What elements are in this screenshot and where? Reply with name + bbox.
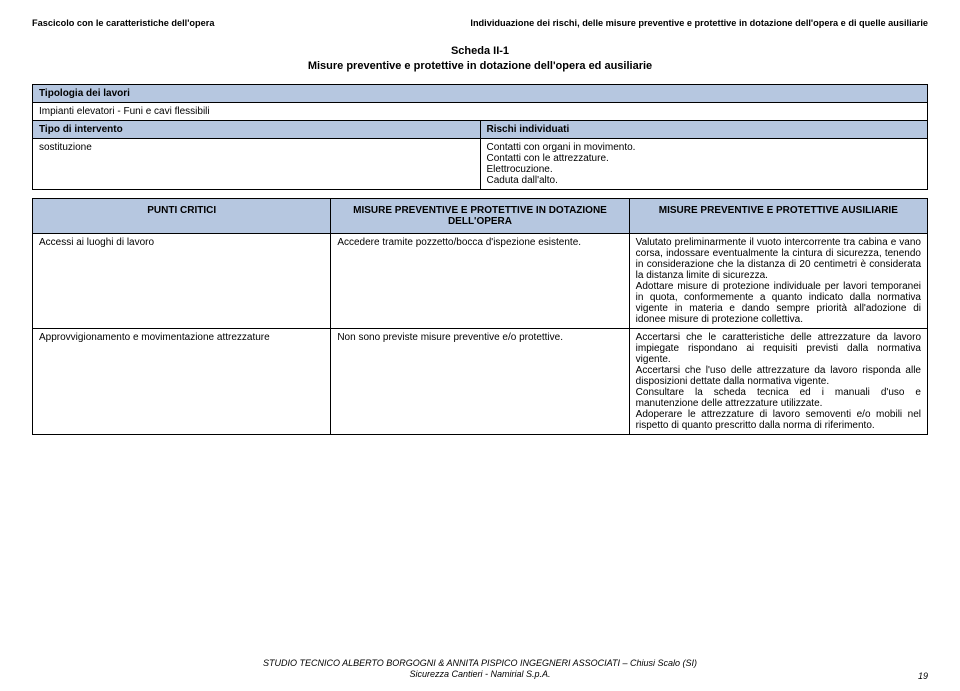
row1-c3: Accertarsi che le caratteristiche delle … xyxy=(629,328,927,434)
table-misure: PUNTI CRITICI MISURE PREVENTIVE E PROTET… xyxy=(32,198,928,435)
scheda-line1: Scheda II-1 xyxy=(32,44,928,59)
page-number: 19 xyxy=(918,671,928,681)
header-left: Fascicolo con le caratteristiche dell'op… xyxy=(32,18,214,28)
page-header: Fascicolo con le caratteristiche dell'op… xyxy=(32,18,928,28)
row0-c1: Accessi ai luoghi di lavoro xyxy=(33,233,331,328)
page-footer: STUDIO TECNICO ALBERTO BORGOGNI & ANNITA… xyxy=(0,658,960,681)
rischi-cell: Contatti con organi in movimento. Contat… xyxy=(480,138,928,189)
table-tipologia: Tipologia dei lavori Impianti elevatori … xyxy=(32,84,928,190)
sostituzione-cell: sostituzione xyxy=(33,138,481,189)
col-misure-ausiliarie: MISURE PREVENTIVE E PROTETTIVE AUSILIARI… xyxy=(629,198,927,233)
tipologia-label: Tipologia dei lavori xyxy=(33,84,928,102)
row0-c2: Accedere tramite pozzetto/bocca d'ispezi… xyxy=(331,233,629,328)
col-punti-critici: PUNTI CRITICI xyxy=(33,198,331,233)
footer-line2: Sicurezza Cantieri - Namirial S.p.A. xyxy=(0,669,960,681)
col-misure-dotazione: MISURE PREVENTIVE E PROTETTIVE IN DOTAZI… xyxy=(331,198,629,233)
header-right: Individuazione dei rischi, delle misure … xyxy=(470,18,928,28)
scheda-line2: Misure preventive e protettive in dotazi… xyxy=(32,59,928,74)
tipo-intervento-label: Tipo di intervento xyxy=(33,120,481,138)
tipologia-value: Impianti elevatori - Funi e cavi flessib… xyxy=(33,102,928,120)
table-row: Accessi ai luoghi di lavoro Accedere tra… xyxy=(33,233,928,328)
row0-c3: Valutato preliminarmente il vuoto interc… xyxy=(629,233,927,328)
footer-line1: STUDIO TECNICO ALBERTO BORGOGNI & ANNITA… xyxy=(0,658,960,670)
scheda-title: Scheda II-1 Misure preventive e protetti… xyxy=(32,44,928,74)
row1-c1: Approvvigionamento e movimentazione attr… xyxy=(33,328,331,434)
row1-c2: Non sono previste misure preventive e/o … xyxy=(331,328,629,434)
rischi-label: Rischi individuati xyxy=(480,120,928,138)
table-row: Approvvigionamento e movimentazione attr… xyxy=(33,328,928,434)
spacer xyxy=(32,190,928,198)
